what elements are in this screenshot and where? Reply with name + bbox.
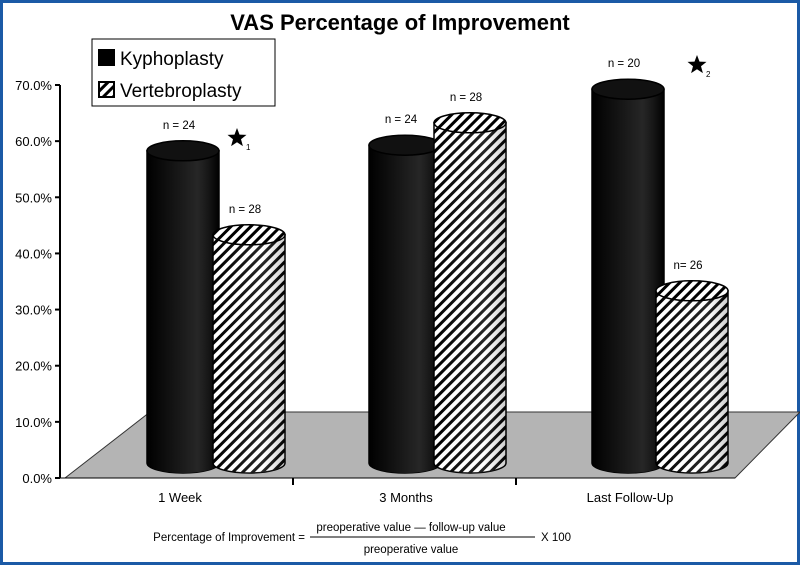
star-icon	[227, 128, 247, 147]
n-label: n = 28	[450, 92, 482, 104]
n-label: n = 28	[229, 204, 261, 216]
formula-multiplier: X 100	[541, 532, 571, 544]
star-subscript: 1	[246, 143, 251, 152]
n-label: n = 20	[608, 58, 640, 70]
bar-top	[368, 134, 442, 156]
x-tick-label: Last Follow-Up	[587, 490, 674, 505]
y-tick-label: 0.0%	[22, 471, 52, 486]
star-subscript: 2	[706, 70, 711, 79]
legend-label-kyphoplasty: Kyphoplasty	[120, 49, 224, 70]
x-tick-label: 3 Months	[379, 490, 433, 505]
legend-swatch-kyphoplasty	[98, 49, 115, 66]
formula-numerator: preoperative value — follow-up value	[316, 522, 505, 534]
x-tick-label: 1 Week	[158, 490, 202, 505]
n-label: n= 26	[673, 260, 702, 272]
bar-kyphoplasty-1	[368, 134, 442, 474]
bar-top	[146, 140, 220, 162]
bar-vertebroplasty-0	[212, 224, 286, 474]
bar-top	[433, 112, 507, 134]
n-label: n = 24	[163, 120, 196, 132]
bar-top	[591, 78, 665, 100]
n-label: n = 24	[385, 114, 418, 126]
bar-kyphoplasty-2	[591, 78, 665, 474]
y-axis: 0.0% 10.0% 20.0% 30.0% 40.0% 50.0% 60.0% 70.0%	[15, 78, 735, 486]
y-tick-label: 40.0%	[15, 246, 52, 261]
bar-vertebroplasty-2	[655, 280, 729, 474]
y-tick-label: 70.0%	[15, 78, 52, 93]
legend-swatch-vertebroplasty	[98, 81, 115, 98]
y-tick-label: 20.0%	[15, 359, 52, 374]
bar-top	[655, 280, 729, 302]
formula-lhs: Percentage of Improvement =	[153, 532, 305, 544]
legend: Kyphoplasty Vertebroplasty	[91, 38, 276, 107]
bar-kyphoplasty-0	[146, 140, 220, 474]
y-tick-label: 60.0%	[15, 134, 52, 149]
y-tick-label: 30.0%	[15, 303, 52, 318]
bar-top	[212, 224, 286, 246]
y-tick-label: 10.0%	[15, 415, 52, 430]
formula-denominator: preoperative value	[364, 544, 459, 556]
formula: Percentage of Improvement = preoperative…	[153, 522, 571, 556]
bar-vertebroplasty-1	[433, 112, 507, 474]
legend-label-vertebroplasty: Vertebroplasty	[120, 81, 242, 102]
y-tick-label: 50.0%	[15, 190, 52, 205]
chart-title: VAS Percentage of Improvement	[230, 10, 570, 35]
star-icon	[687, 55, 707, 74]
